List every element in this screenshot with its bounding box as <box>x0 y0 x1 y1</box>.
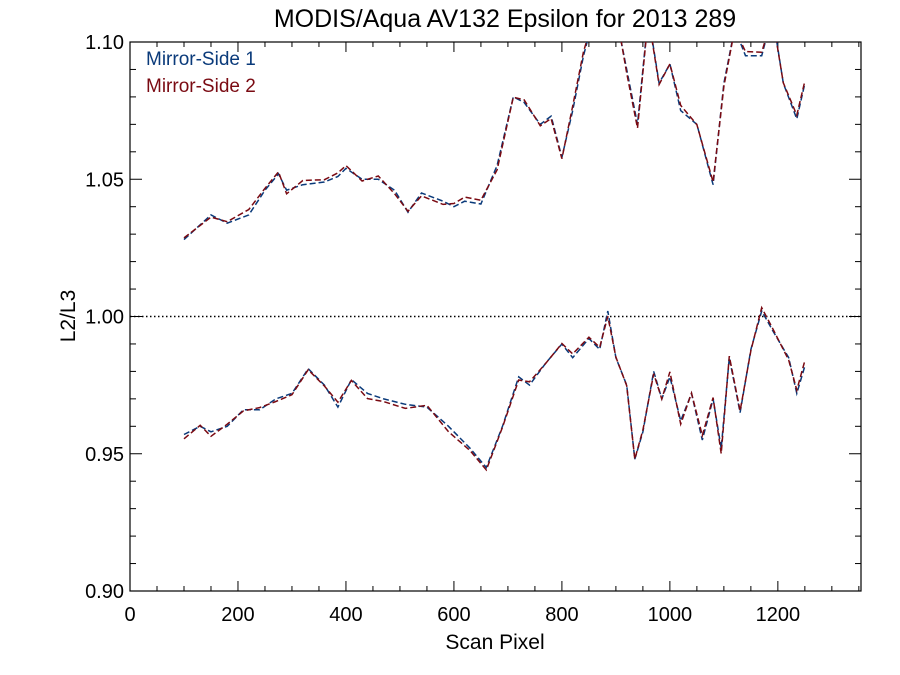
y-axis-label: L2/L3 <box>57 290 80 343</box>
legend: Mirror-Side 1 Mirror-Side 2 <box>146 49 256 97</box>
plot-area <box>129 41 862 592</box>
data-layer <box>183 42 806 472</box>
x-axis-label: Scan Pixel <box>445 631 544 654</box>
x-tick-label: 600 <box>437 604 470 626</box>
y-tick-label: 0.95 <box>85 444 124 466</box>
ms2-lower-envelope <box>183 305 806 472</box>
y-tick-label: 0.90 <box>85 581 124 603</box>
legend-entry-2: Mirror-Side 2 <box>146 76 256 97</box>
y-tick-label: 1.00 <box>85 307 124 329</box>
y-tick-label: 1.05 <box>85 169 124 191</box>
x-tick-label: 200 <box>221 604 254 626</box>
y-tick-label: 1.10 <box>85 32 124 54</box>
x-tick-label: 1200 <box>756 604 801 626</box>
x-tick-label: 800 <box>545 604 578 626</box>
ms1-upper-envelope <box>183 42 806 241</box>
x-tick-label: 0 <box>124 604 135 626</box>
x-tick-label: 1000 <box>648 604 693 626</box>
x-tick-label: 400 <box>329 604 362 626</box>
chart-title: MODIS/Aqua AV132 Epsilon for 2013 289 <box>274 5 736 33</box>
legend-entry-1: Mirror-Side 1 <box>146 49 256 70</box>
ms2-upper-envelope <box>183 42 806 239</box>
ms1-lower-envelope <box>183 309 806 469</box>
